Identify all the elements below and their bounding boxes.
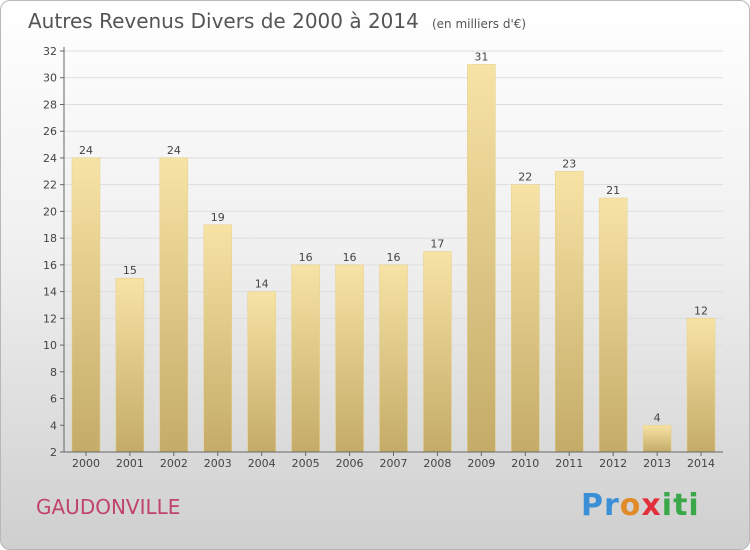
data-label: 16 bbox=[299, 251, 313, 264]
bar bbox=[642, 425, 672, 453]
bar bbox=[467, 64, 496, 453]
x-tick-label: 2008 bbox=[423, 457, 451, 470]
bar bbox=[71, 157, 101, 453]
x-tick-label: 2000 bbox=[72, 457, 100, 470]
bar bbox=[423, 251, 452, 453]
logo-part-1: Pr bbox=[581, 488, 620, 523]
data-label: 22 bbox=[518, 171, 532, 184]
logo-part-4: iti bbox=[661, 488, 700, 523]
x-tick-label: 2013 bbox=[643, 457, 671, 470]
bar bbox=[159, 157, 189, 453]
x-tick-label: 2005 bbox=[292, 457, 320, 470]
data-label: 24 bbox=[79, 144, 93, 157]
data-label: 24 bbox=[167, 144, 181, 157]
y-tick-label: 18 bbox=[43, 232, 57, 245]
data-label: 15 bbox=[123, 264, 137, 277]
y-tick-label: 26 bbox=[43, 125, 57, 138]
x-tick-label: 2004 bbox=[248, 457, 276, 470]
y-tick-label: 22 bbox=[43, 179, 57, 192]
bar bbox=[379, 264, 408, 453]
y-tick-label: 8 bbox=[50, 366, 57, 379]
bar bbox=[686, 318, 716, 453]
x-tick-label: 2012 bbox=[599, 457, 627, 470]
axis-layer bbox=[60, 47, 723, 456]
bar-layer bbox=[71, 64, 716, 453]
x-tick-label: 2011 bbox=[555, 457, 583, 470]
label-layer: 2468101214161820222426283032242000152001… bbox=[43, 45, 715, 470]
y-tick-label: 6 bbox=[50, 393, 57, 406]
y-tick-label: 20 bbox=[43, 205, 57, 218]
y-tick-label: 14 bbox=[43, 286, 57, 299]
chart-title: Autres Revenus Divers de 2000 à 2014 (en… bbox=[28, 9, 526, 33]
bar bbox=[247, 291, 276, 453]
y-tick-label: 24 bbox=[43, 152, 57, 165]
bar bbox=[554, 171, 584, 453]
y-tick-label: 12 bbox=[43, 312, 57, 325]
logo-part-3: x bbox=[641, 488, 662, 523]
data-label: 4 bbox=[654, 411, 661, 424]
bar bbox=[335, 264, 364, 453]
data-label: 16 bbox=[343, 251, 357, 264]
y-tick-label: 10 bbox=[43, 339, 57, 352]
bar bbox=[511, 184, 540, 453]
data-label: 23 bbox=[562, 157, 576, 170]
x-tick-label: 2007 bbox=[380, 457, 408, 470]
data-label: 31 bbox=[474, 50, 488, 63]
logo-part-2: o bbox=[619, 488, 642, 523]
bar bbox=[291, 264, 320, 453]
y-tick-label: 16 bbox=[43, 259, 57, 272]
data-label: 19 bbox=[211, 211, 225, 224]
bar bbox=[598, 197, 628, 453]
y-tick-label: 4 bbox=[50, 419, 57, 432]
data-label: 21 bbox=[606, 184, 620, 197]
y-tick-label: 2 bbox=[50, 446, 57, 459]
proxiti-logo[interactable]: Proxiti bbox=[581, 488, 700, 523]
x-tick-label: 2014 bbox=[687, 457, 715, 470]
data-label: 14 bbox=[255, 278, 269, 291]
chart-title-main: Autres Revenus Divers de 2000 à 2014 bbox=[28, 9, 419, 33]
data-label: 16 bbox=[387, 251, 401, 264]
y-tick-label: 28 bbox=[43, 98, 57, 111]
data-label: 12 bbox=[694, 304, 708, 317]
data-label: 17 bbox=[430, 238, 444, 251]
x-tick-label: 2001 bbox=[116, 457, 144, 470]
x-tick-label: 2006 bbox=[336, 457, 364, 470]
commune-name: GAUDONVILLE bbox=[36, 495, 181, 519]
y-tick-label: 32 bbox=[43, 45, 57, 58]
bar bbox=[203, 224, 233, 453]
x-tick-label: 2010 bbox=[511, 457, 539, 470]
bar bbox=[115, 277, 145, 453]
x-tick-label: 2002 bbox=[160, 457, 188, 470]
x-tick-label: 2003 bbox=[204, 457, 232, 470]
y-tick-label: 30 bbox=[43, 72, 57, 85]
x-tick-label: 2009 bbox=[467, 457, 495, 470]
chart-title-unit: (en milliers d'€) bbox=[431, 17, 527, 31]
